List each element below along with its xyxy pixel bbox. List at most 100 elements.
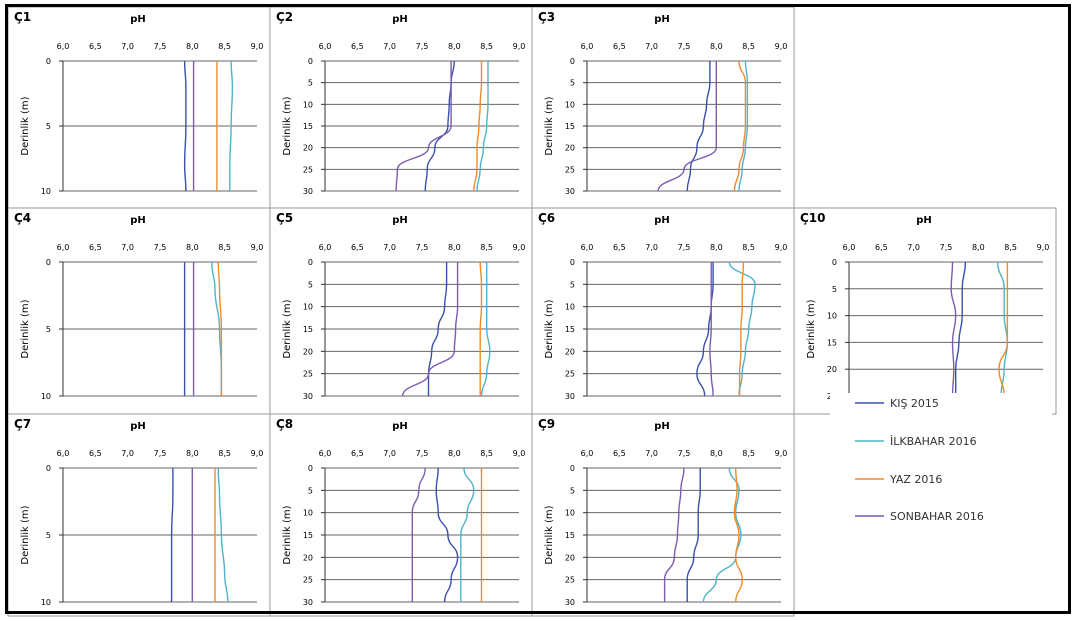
- y-tick-label: 25: [303, 370, 313, 379]
- y-tick-label: 10: [827, 312, 837, 321]
- cell-border: [7, 6, 271, 209]
- series-line: [476, 61, 489, 192]
- y-tick-label: 25: [565, 576, 575, 585]
- x-tick-label: 7,0: [121, 449, 134, 458]
- y-axis-label: Derinlik (m): [806, 299, 817, 358]
- station-label: Ç6: [538, 211, 555, 225]
- x-tick-label: 8,0: [448, 449, 461, 458]
- chart-cell: Ç3 pH 6,0 6,5 7,0 7,5 8,0 8,5 9,0 0 5 10 15 20 25 30 Der…: [531, 6, 795, 209]
- x-tick-label: 8,0: [186, 42, 199, 51]
- y-axis-label: Derinlik (m): [544, 96, 555, 155]
- x-tick-label: 6,0: [57, 449, 70, 458]
- x-tick-label: 8,5: [218, 243, 231, 252]
- y-tick-label: 20: [565, 347, 575, 356]
- x-tick-label: 7,5: [154, 449, 167, 458]
- x-tick-label: 9,0: [251, 243, 264, 252]
- series-line: [733, 467, 743, 603]
- x-tick-label: 6,0: [581, 243, 594, 252]
- legend-label: SONBAHAR 2016: [890, 510, 984, 523]
- x-tick-label: 7,5: [154, 42, 167, 51]
- y-tick-label: 10: [303, 100, 313, 109]
- y-tick-label: 15: [827, 338, 837, 347]
- y-axis-label: Derinlik (m): [282, 299, 293, 358]
- x-tick-label: 8,0: [448, 42, 461, 51]
- x-tick-label: 6,5: [613, 449, 626, 458]
- y-tick-label: 15: [303, 122, 313, 131]
- chart-title: pH: [130, 14, 146, 25]
- cell-border: [531, 6, 795, 209]
- x-tick-label: 7,0: [121, 243, 134, 252]
- y-tick-label: 15: [565, 531, 575, 540]
- y-tick-label: 5: [308, 486, 313, 495]
- y-tick-label: 0: [46, 258, 51, 267]
- series-line: [728, 261, 756, 397]
- chart-cell: Ç5 pH 6,0 6,5 7,0 7,5 8,0 8,5 9,0 0 5 10 15 20 25 30 Der…: [269, 207, 533, 415]
- y-tick-label: 10: [303, 509, 313, 518]
- x-tick-label: 7,5: [678, 42, 691, 51]
- x-tick-label: 6,0: [581, 449, 594, 458]
- series-line: [686, 467, 701, 602]
- x-tick-label: 7,0: [645, 449, 658, 458]
- cell-border: [531, 413, 795, 617]
- x-tick-label: 9,0: [251, 42, 264, 51]
- x-tick-label: 7,0: [907, 243, 920, 252]
- y-tick-label: 0: [570, 57, 575, 66]
- y-tick-label: 20: [303, 347, 313, 356]
- x-tick-label: 6,5: [351, 243, 364, 252]
- chart-cell: Ç9 pH 6,0 6,5 7,0 7,5 8,0 8,5 9,0 0 5 10 15 20 25 30 Der…: [531, 413, 795, 617]
- x-tick-label: 8,0: [448, 243, 461, 252]
- series-line: [686, 61, 711, 192]
- y-tick-label: 20: [565, 553, 575, 562]
- x-tick-label: 7,5: [416, 449, 429, 458]
- x-tick-label: 6,0: [57, 243, 70, 252]
- y-tick-label: 0: [46, 57, 51, 66]
- chart-cell: Ç4 pH 6,0 6,5 7,0 7,5 8,0 8,5 9,0 0 5 10 Derinlik (m…: [7, 207, 271, 415]
- x-tick-label: 6,5: [351, 449, 364, 458]
- chart-cell: Ç10pH6,06,57,07,58,08,59,00510152025Deri…: [793, 207, 1057, 415]
- chart-grid: Ç1 pH 6,0 6,5 7,0 7,5 8,0 8,5 9,0 0 5 10 Derinlik (m…: [7, 6, 1057, 617]
- x-tick-label: 9,0: [1037, 243, 1050, 252]
- x-tick-label: 8,0: [186, 449, 199, 458]
- y-tick-label: 20: [565, 144, 575, 153]
- series-line: [229, 60, 234, 191]
- chart-title: pH: [916, 215, 932, 226]
- y-tick-label: 5: [308, 280, 313, 289]
- y-tick-label: 0: [308, 258, 313, 267]
- series-line: [738, 60, 749, 192]
- x-tick-label: 6,5: [89, 42, 102, 51]
- chart-title: pH: [392, 421, 408, 432]
- station-label: Ç3: [538, 10, 555, 24]
- x-tick-label: 9,0: [775, 243, 788, 252]
- x-tick-label: 7,5: [154, 243, 167, 252]
- legend-box: [830, 393, 1052, 533]
- x-tick-label: 6,5: [89, 243, 102, 252]
- x-tick-label: 9,0: [513, 42, 526, 51]
- y-tick-label: 15: [565, 122, 575, 131]
- x-tick-label: 8,5: [480, 449, 493, 458]
- x-tick-label: 8,5: [480, 42, 493, 51]
- y-tick-label: 20: [303, 144, 313, 153]
- x-tick-label: 7,0: [645, 42, 658, 51]
- chart-cell: Ç2 pH 6,0 6,5 7,0 7,5 8,0 8,5 9,0 0 5 10 15 20 25 30 Der…: [269, 6, 533, 209]
- legend-label: YAZ 2016: [889, 473, 942, 486]
- chart-title: pH: [130, 421, 146, 432]
- x-tick-label: 8,5: [480, 243, 493, 252]
- series-line: [460, 467, 475, 602]
- y-tick-label: 20: [827, 365, 837, 374]
- y-axis-label: Derinlik (m): [20, 299, 31, 358]
- x-tick-label: 8,0: [710, 449, 723, 458]
- x-tick-label: 7,5: [416, 243, 429, 252]
- y-tick-label: 30: [565, 598, 575, 607]
- x-tick-label: 6,0: [843, 243, 856, 252]
- x-tick-label: 6,0: [57, 42, 70, 51]
- cell-border: [7, 413, 271, 617]
- x-tick-label: 7,0: [383, 449, 396, 458]
- y-tick-label: 0: [308, 464, 313, 473]
- x-tick-label: 6,0: [319, 42, 332, 51]
- series-line: [663, 467, 685, 602]
- y-tick-label: 25: [565, 370, 575, 379]
- series-line: [401, 262, 459, 397]
- series-line: [473, 61, 483, 192]
- legend-label: KIŞ 2015: [890, 397, 939, 410]
- y-tick-label: 30: [565, 187, 575, 196]
